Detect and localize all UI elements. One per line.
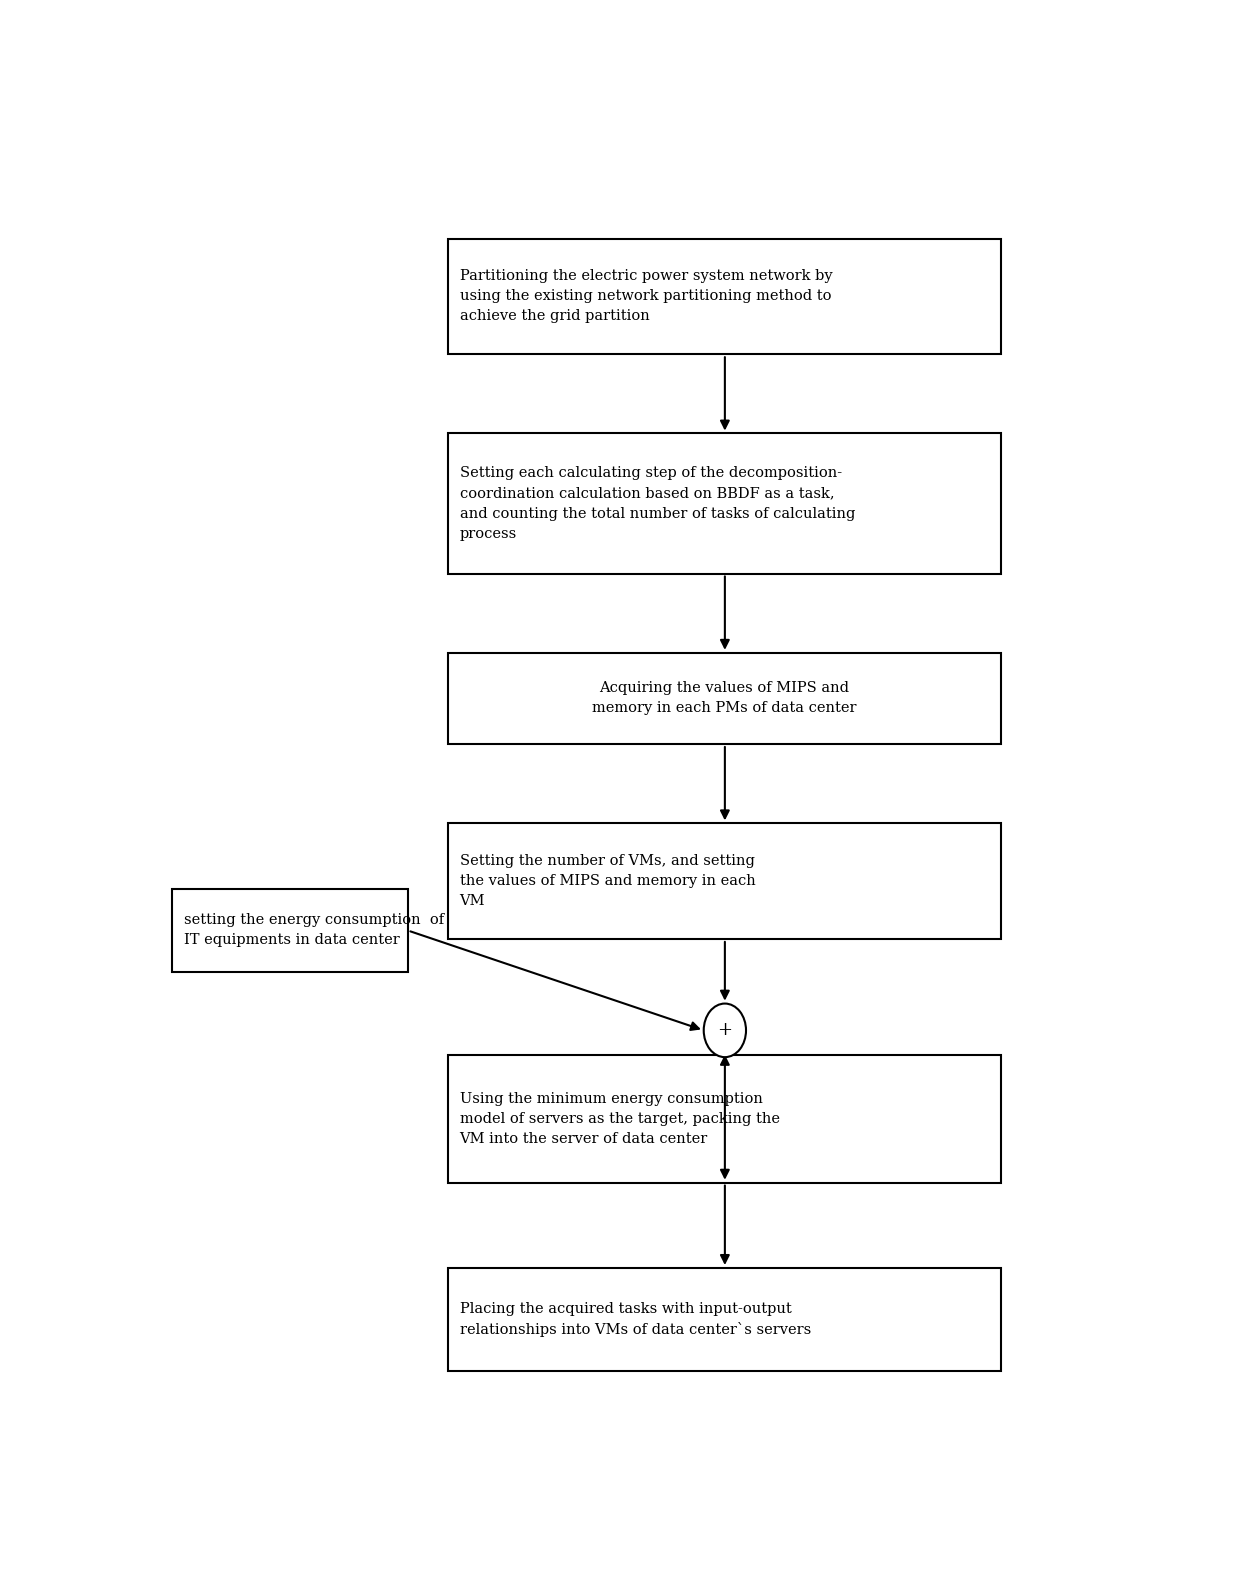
FancyBboxPatch shape bbox=[448, 823, 1001, 940]
Text: +: + bbox=[718, 1022, 733, 1039]
Text: Partitioning the electric power system network by
using the existing network par: Partitioning the electric power system n… bbox=[460, 269, 832, 323]
FancyBboxPatch shape bbox=[448, 433, 1001, 574]
Ellipse shape bbox=[704, 1003, 746, 1057]
Text: Acquiring the values of MIPS and
memory in each PMs of data center: Acquiring the values of MIPS and memory … bbox=[593, 682, 857, 715]
FancyBboxPatch shape bbox=[172, 889, 408, 971]
Text: Using the minimum energy consumption
model of servers as the target, packing the: Using the minimum energy consumption mod… bbox=[460, 1092, 780, 1145]
FancyBboxPatch shape bbox=[448, 239, 1001, 354]
Text: Setting the number of VMs, and setting
the values of MIPS and memory in each
VM: Setting the number of VMs, and setting t… bbox=[460, 854, 755, 908]
Text: setting the energy consumption  of
IT equipments in data center: setting the energy consumption of IT equ… bbox=[184, 913, 444, 948]
Text: Placing the acquired tasks with input-output
relationships into VMs of data cent: Placing the acquired tasks with input-ou… bbox=[460, 1302, 811, 1337]
FancyBboxPatch shape bbox=[448, 1055, 1001, 1183]
Text: Setting each calculating step of the decomposition-
coordination calculation bas: Setting each calculating step of the dec… bbox=[460, 467, 856, 541]
FancyBboxPatch shape bbox=[448, 1267, 1001, 1372]
FancyBboxPatch shape bbox=[448, 653, 1001, 744]
